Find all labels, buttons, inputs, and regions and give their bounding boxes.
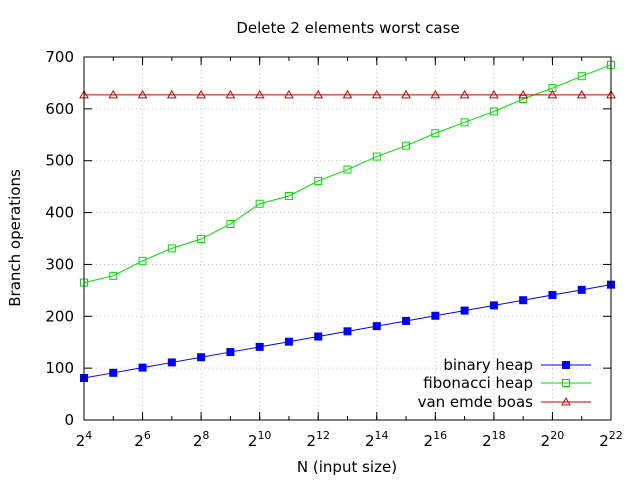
x-tick-label: 26: [134, 429, 151, 450]
data-point-van-emde-boas: [196, 89, 206, 99]
y-tick-label: 300: [45, 255, 74, 273]
data-point-van-emde-boas: [489, 89, 499, 99]
data-point-van-emde-boas: [225, 89, 236, 99]
data-point-van-emde-boas: [459, 89, 470, 99]
data-point-binary-heap: [109, 368, 118, 377]
data-point-fibonacci-heap: [226, 219, 235, 228]
data-point-fibonacci-heap: [138, 256, 147, 265]
y-tick-label: 600: [45, 100, 74, 118]
data-point-binary-heap: [343, 327, 352, 336]
legend-item-van-emde-boas: van emde boas: [418, 393, 591, 411]
series-line-fibonacci-heap: [83, 64, 612, 284]
data-point-binary-heap: [402, 316, 411, 325]
axis-ticks: 0 100 200 300 400 500 600 700 24 26 28 210 212 214 216…: [45, 48, 622, 450]
y-tick-label: 700: [45, 48, 74, 66]
x-tick-label: 212: [306, 429, 330, 450]
x-tick-label: 210: [248, 429, 272, 450]
data-point-fibonacci-heap: [343, 165, 352, 174]
data-point-binary-heap: [284, 337, 293, 346]
data-point-van-emde-boas: [166, 89, 177, 99]
legend-marker: [562, 361, 570, 369]
data-point-fibonacci-heap: [402, 141, 411, 150]
series-van-emde-boas: [79, 89, 616, 99]
data-point-fibonacci-heap: [314, 176, 323, 185]
data-point-van-emde-boas: [108, 89, 119, 99]
data-point-binary-heap: [431, 311, 440, 320]
x-tick-label: 214: [365, 429, 389, 450]
data-point-fibonacci-heap: [167, 244, 176, 253]
data-point-van-emde-boas: [401, 89, 411, 99]
data-point-van-emde-boas: [547, 89, 558, 99]
data-point-fibonacci-heap: [577, 72, 586, 81]
legend-item-fibonacci-heap: fibonacci heap: [423, 374, 591, 392]
legend-marker: [561, 396, 571, 406]
chart-title: Delete 2 elements worst case: [236, 19, 459, 37]
data-point-fibonacci-heap: [255, 199, 264, 208]
data-point-van-emde-boas: [342, 89, 353, 99]
y-tick-label: 500: [45, 152, 74, 170]
data-point-van-emde-boas: [254, 89, 265, 99]
legend-item-binary-heap: binary heap: [443, 356, 591, 374]
plot-series: [79, 60, 616, 382]
data-point-binary-heap: [197, 353, 206, 362]
legend-label: van emde boas: [418, 393, 534, 411]
x-tick-label: 220: [541, 429, 565, 450]
data-point-binary-heap: [577, 285, 586, 294]
data-point-van-emde-boas: [576, 89, 587, 99]
data-point-van-emde-boas: [313, 89, 324, 99]
data-point-binary-heap: [138, 363, 147, 372]
data-point-van-emde-boas: [371, 89, 382, 99]
data-point-van-emde-boas: [518, 89, 529, 99]
x-tick-label: 24: [76, 429, 93, 450]
data-point-van-emde-boas: [137, 89, 148, 99]
data-point-binary-heap: [489, 301, 498, 310]
data-point-binary-heap: [372, 322, 381, 331]
data-point-van-emde-boas: [284, 89, 294, 99]
x-tick-label: 218: [482, 429, 506, 450]
data-point-fibonacci-heap: [489, 107, 498, 116]
legend-label: fibonacci heap: [423, 374, 533, 392]
data-point-fibonacci-heap: [197, 235, 206, 244]
y-axis-label: Branch operations: [6, 169, 24, 307]
data-point-fibonacci-heap: [460, 118, 469, 127]
x-tick-label: 28: [193, 429, 210, 450]
x-tick-label: 216: [424, 429, 448, 450]
legend-label: binary heap: [443, 356, 533, 374]
data-point-binary-heap: [548, 291, 557, 300]
grid: [84, 57, 611, 420]
data-point-fibonacci-heap: [519, 95, 528, 104]
y-tick-label: 200: [45, 307, 74, 325]
data-point-binary-heap: [460, 306, 469, 315]
data-point-binary-heap: [314, 332, 323, 341]
data-point-van-emde-boas: [430, 89, 441, 99]
y-tick-label: 0: [64, 411, 74, 429]
data-point-fibonacci-heap: [109, 271, 118, 280]
series-fibonacci-heap: [80, 60, 615, 287]
data-point-binary-heap: [255, 342, 264, 351]
data-point-fibonacci-heap: [372, 152, 381, 161]
x-axis-label: N (input size): [297, 458, 397, 476]
data-point-fibonacci-heap: [431, 129, 440, 138]
y-tick-label: 400: [45, 204, 74, 222]
series-binary-heap: [80, 280, 615, 382]
y-tick-label: 100: [45, 359, 74, 377]
data-point-binary-heap: [519, 296, 528, 305]
legend-marker: [562, 379, 570, 387]
data-point-fibonacci-heap: [284, 191, 293, 200]
data-point-binary-heap: [167, 358, 176, 367]
x-tick-label: 222: [599, 429, 623, 450]
data-point-binary-heap: [226, 348, 235, 357]
